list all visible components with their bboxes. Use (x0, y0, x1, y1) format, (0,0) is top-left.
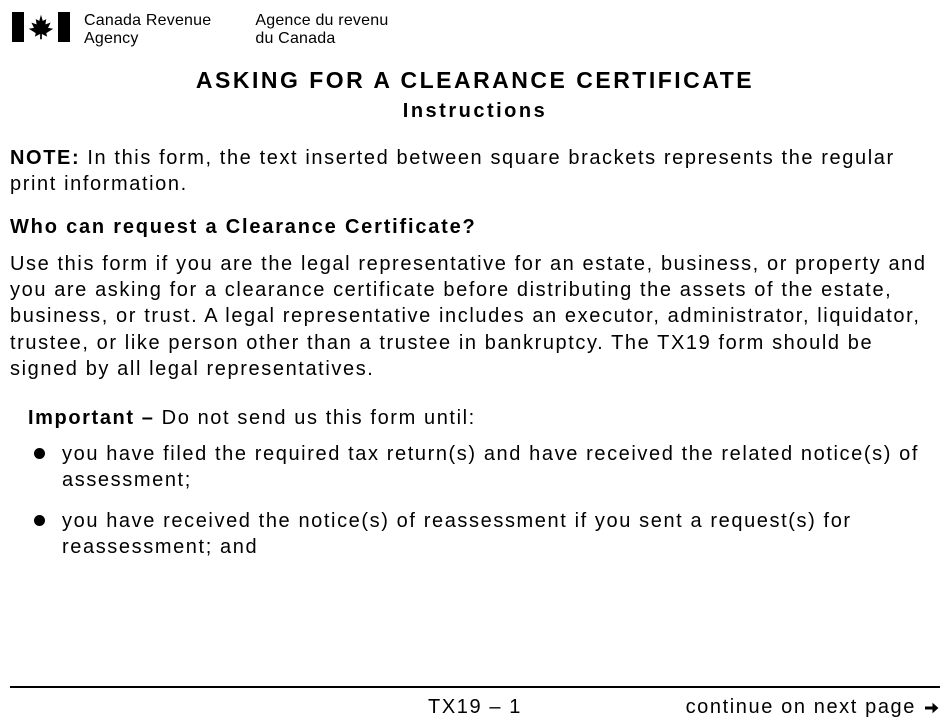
continue-next-page: continue on next page (686, 696, 940, 719)
flag-bar-left (12, 12, 24, 42)
agency-en-line1: Canada Revenue (84, 12, 211, 30)
agency-fr-line2: du Canada (255, 30, 388, 48)
page-number: TX19 – 1 (428, 696, 522, 719)
note-label: NOTE: (10, 147, 80, 169)
important-bullet-list: you have filed the required tax return(s… (34, 441, 940, 561)
important-label: Important – (28, 407, 162, 429)
important-lead: Do not send us this form until: (162, 407, 476, 429)
section-paragraph-who: Use this form if you are the legal repre… (10, 251, 940, 383)
section-heading-who: Who can request a Clearance Certificate? (10, 216, 940, 239)
agency-fr-line1: Agence du revenu (255, 12, 388, 30)
bullet-text: you have received the notice(s) of reass… (62, 510, 852, 558)
agency-name-en: Canada Revenue Agency (84, 10, 211, 49)
note-paragraph: NOTE: In this form, the text inserted be… (10, 145, 940, 198)
bullet-text: you have filed the required tax return(s… (62, 443, 919, 491)
document-title: ASKING FOR A CLEARANCE CERTIFICATE (10, 67, 940, 94)
agency-header: Canada Revenue Agency Agence du revenu d… (12, 10, 940, 49)
page-footer: TX19 – 1 continue on next page (10, 686, 940, 696)
agency-en-line2: Agency (84, 30, 211, 48)
document-page: Canada Revenue Agency Agence du revenu d… (0, 0, 950, 710)
agency-name-fr: Agence du revenu du Canada (255, 10, 388, 49)
arrow-right-icon (922, 699, 940, 717)
footer-rule (10, 686, 940, 688)
maple-leaf-icon (26, 12, 56, 42)
important-lead-line: Important – Do not send us this form unt… (28, 405, 940, 431)
flag-bar-right (58, 12, 70, 42)
important-block: Important – Do not send us this form unt… (28, 405, 940, 561)
note-text: In this form, the text inserted between … (10, 147, 895, 195)
list-item: you have filed the required tax return(s… (34, 441, 940, 494)
continue-text: continue on next page (686, 696, 916, 719)
document-subtitle: Instructions (10, 100, 940, 123)
list-item: you have received the notice(s) of reass… (34, 508, 940, 561)
canada-flag-icon (12, 10, 70, 42)
